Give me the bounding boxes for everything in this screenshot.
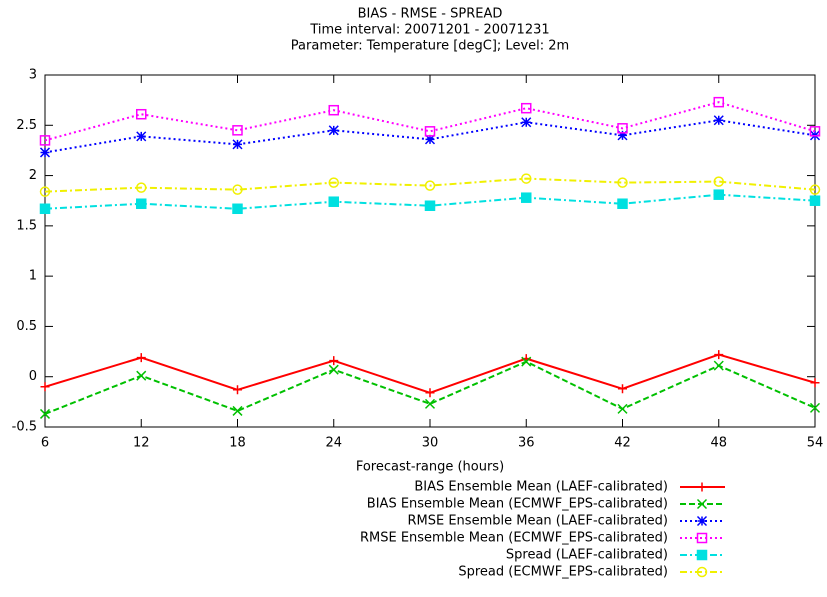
marker (136, 370, 147, 381)
legend-label: Spread (ECMWF_EPS-calibrated) (458, 565, 668, 580)
series-line (44, 177, 816, 193)
legend-marker (697, 482, 707, 492)
legend-label: RMSE Ensemble Mean (LAEF-calibrated) (408, 514, 669, 529)
marker (39, 135, 51, 146)
legend-marker (696, 532, 708, 544)
marker (713, 176, 724, 187)
marker (521, 356, 532, 367)
marker (521, 173, 532, 184)
marker (39, 408, 51, 419)
marker (424, 134, 436, 145)
legend-label: RMSE Ensemble Mean (ECMWF_EPS-calibrated… (360, 531, 668, 546)
marker (136, 131, 147, 142)
y-tick-label: -0.5 (12, 420, 37, 435)
y-tick-label: 2.5 (16, 118, 37, 133)
x-tick-label: 30 (422, 436, 439, 451)
marker (809, 184, 821, 195)
marker (521, 192, 532, 203)
marker (136, 182, 147, 193)
marker (232, 405, 243, 416)
marker (617, 403, 628, 414)
marker (232, 184, 243, 195)
series-line (44, 360, 816, 415)
series-line (44, 353, 816, 394)
marker (232, 139, 243, 150)
marker (232, 203, 243, 215)
y-tick-label: 1 (29, 269, 37, 284)
marker (136, 353, 146, 363)
y-tick-label: 2 (29, 168, 37, 183)
marker (713, 115, 724, 126)
x-tick-label: 6 (41, 436, 49, 451)
marker (424, 180, 436, 191)
x-tick-label: 54 (807, 436, 824, 451)
x-tick-label: 36 (518, 436, 535, 451)
marker (713, 360, 724, 371)
y-tick-label: 0 (29, 369, 37, 384)
legend-marker (696, 566, 708, 578)
x-tick-label: 12 (133, 436, 150, 451)
marker (424, 126, 436, 137)
marker (617, 177, 628, 188)
marker (617, 123, 628, 134)
plot-border (44, 74, 816, 428)
x-tick-label: 42 (614, 436, 631, 451)
marker (810, 378, 820, 388)
marker (328, 177, 339, 188)
chart-subtitle: Parameter: Temperature [degC]; Level: 2m (291, 39, 569, 54)
x-tick-label: 24 (325, 436, 342, 451)
marker (328, 364, 339, 375)
series-line (44, 101, 816, 142)
marker (233, 385, 242, 395)
marker (136, 108, 147, 120)
marker (617, 198, 628, 209)
chart-title: BIAS - RMSE - SPREAD (358, 7, 503, 22)
legend-label: BIAS Ensemble Mean (LAEF-calibrated) (414, 480, 668, 495)
marker (232, 125, 243, 136)
marker (329, 356, 339, 366)
chart-subtitle: Time interval: 20071201 - 20071231 (309, 23, 549, 38)
legend-marker (696, 549, 708, 561)
y-tick-label: 0.5 (16, 319, 37, 334)
legend-marker (696, 498, 708, 510)
marker (714, 350, 724, 360)
marker (425, 388, 435, 398)
marker (618, 384, 627, 394)
marker (136, 198, 147, 209)
marker (328, 104, 339, 116)
x-tick-label: 48 (710, 436, 727, 451)
legend-label: Spread (LAEF-calibrated) (506, 548, 668, 563)
marker (39, 147, 51, 158)
marker (809, 195, 821, 206)
marker (424, 398, 436, 409)
marker (521, 102, 532, 114)
marker (617, 130, 628, 141)
marker (713, 189, 724, 200)
legend-label: BIAS Ensemble Mean (ECMWF_EPS-calibrated… (367, 497, 668, 512)
marker (40, 382, 50, 392)
marker (521, 117, 532, 128)
marker (328, 196, 339, 207)
y-tick-label: 1.5 (16, 218, 37, 233)
x-axis-label: Forecast-range (hours) (356, 460, 504, 475)
marker (809, 126, 821, 137)
marker (39, 203, 51, 215)
marker (424, 200, 436, 211)
marker (713, 96, 724, 108)
y-tick-label: 3 (29, 68, 37, 83)
marker (809, 402, 821, 413)
x-tick-label: 18 (229, 436, 246, 451)
legend-marker (696, 515, 708, 527)
marker (328, 125, 339, 136)
marker (39, 186, 51, 197)
